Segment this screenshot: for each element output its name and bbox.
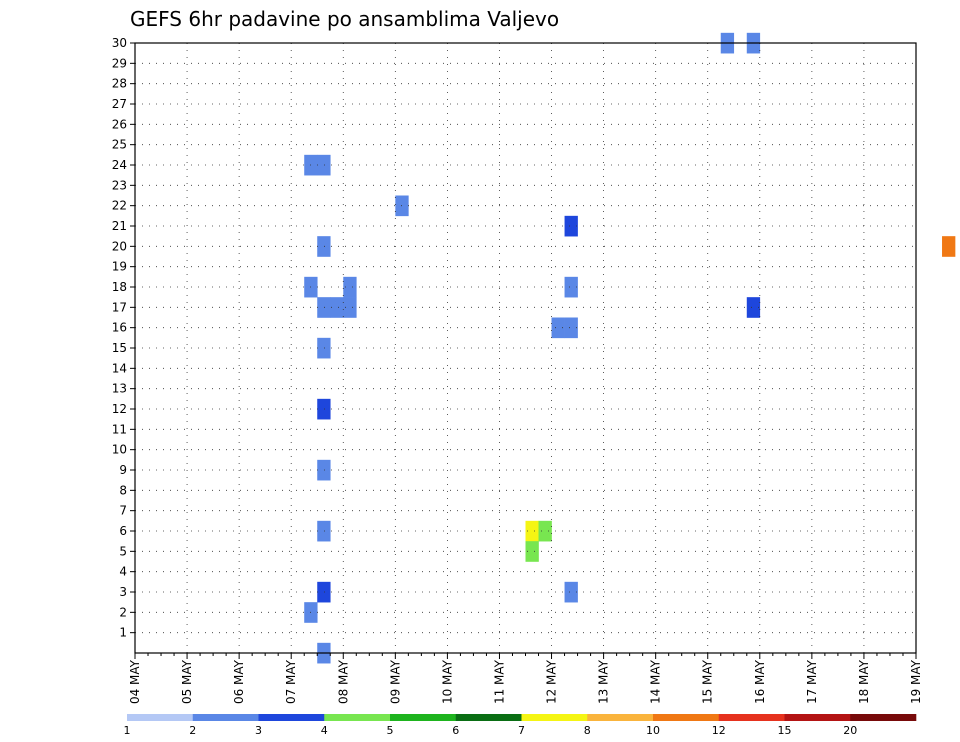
x-tick-label: 16 MAY — [753, 659, 767, 704]
color-legend: 1 2 3 4 5 6 7 8 10 12 15 20 — [124, 714, 917, 737]
y-tick-label: 18 — [112, 280, 127, 294]
heatmap-cell — [317, 520, 331, 542]
legend-swatch — [127, 714, 194, 721]
y-tick-label: 15 — [112, 341, 127, 355]
x-tick-label: 05 MAY — [180, 659, 194, 704]
y-tick-label: 22 — [112, 199, 127, 213]
y-tick-label: 25 — [112, 138, 127, 152]
x-tick-label: 19 MAY — [909, 659, 923, 704]
heatmap-cell — [564, 581, 578, 603]
heatmap-cell — [317, 154, 331, 176]
y-tick-label: 14 — [112, 361, 127, 375]
heatmap-cell — [317, 459, 331, 481]
x-tick-label: 08 MAY — [336, 659, 350, 704]
y-tick-label: 5 — [119, 544, 127, 558]
legend-swatch — [850, 714, 917, 721]
legend-swatch — [521, 714, 588, 721]
heatmap-cell — [317, 398, 331, 420]
x-tick-label: 12 MAY — [545, 659, 559, 704]
y-tick-label: 28 — [112, 77, 127, 91]
y-tick-label: 20 — [112, 239, 127, 253]
legend-label: 15 — [778, 724, 792, 737]
legend-label: 8 — [584, 724, 591, 737]
heatmap-cell — [317, 236, 331, 257]
heatmap-cell — [538, 520, 552, 542]
heatmap-cell — [317, 297, 331, 318]
y-tick-label: 24 — [112, 158, 127, 172]
y-tick-label: 29 — [112, 56, 127, 70]
y-tick-label: 12 — [112, 402, 127, 416]
legend-label: 10 — [646, 724, 660, 737]
y-tick-label: 3 — [119, 585, 127, 599]
heatmap-cell — [942, 236, 956, 257]
legend-swatch — [390, 714, 457, 721]
legend-label: 1 — [124, 724, 131, 737]
legend-label: 6 — [452, 724, 459, 737]
y-tick-label: 26 — [112, 117, 127, 131]
x-tick-label: 06 MAY — [232, 659, 246, 704]
heatmap-cell — [330, 297, 344, 318]
heatmap-cell — [343, 276, 357, 298]
y-tick-label: 1 — [119, 626, 127, 640]
y-tick-label: 30 — [112, 36, 127, 50]
x-tick-label: 10 MAY — [440, 659, 454, 704]
legend-label: 5 — [387, 724, 394, 737]
heatmap-cell — [564, 317, 578, 339]
heatmap-cell — [343, 297, 357, 318]
legend-label: 7 — [518, 724, 525, 737]
x-tick-label: 18 MAY — [857, 659, 871, 704]
y-tick-label: 8 — [119, 483, 127, 497]
legend-swatch — [455, 714, 522, 721]
y-tick-label: 9 — [119, 463, 127, 477]
legend-swatch — [587, 714, 654, 721]
y-tick-label: 10 — [112, 443, 127, 457]
legend-swatch — [653, 714, 720, 721]
x-tick-label: 17 MAY — [805, 659, 819, 704]
legend-swatch — [718, 714, 785, 721]
x-tick-label: 13 MAY — [597, 659, 611, 704]
y-tick-label: 27 — [112, 97, 127, 111]
y-tick-label: 4 — [119, 565, 127, 579]
y-tick-label: 23 — [112, 178, 127, 192]
y-axis-ticks: 1234567891011121314151617181920212223242… — [112, 36, 135, 640]
heatmap-cell — [525, 541, 539, 562]
x-tick-label: 15 MAY — [701, 659, 715, 704]
y-tick-label: 13 — [112, 382, 127, 396]
y-tick-label: 16 — [112, 321, 127, 335]
legend-label: 12 — [712, 724, 726, 737]
x-tick-label: 07 MAY — [284, 659, 298, 704]
legend-swatch — [258, 714, 325, 721]
y-tick-label: 11 — [112, 422, 127, 436]
legend-swatch — [324, 714, 391, 721]
x-tick-label: 09 MAY — [388, 659, 402, 704]
heatmap-cell — [317, 581, 331, 603]
y-tick-label: 7 — [119, 504, 127, 518]
x-tick-label: 04 MAY — [128, 659, 142, 704]
heatmap-cell — [564, 215, 578, 237]
heatmap-cell — [551, 317, 565, 339]
heatmap-cell — [564, 276, 578, 298]
x-axis-ticks: 04 MAY 05 MAY 06 MAY 07 MAY 08 MAY 09 MAY 10 M… — [128, 653, 923, 704]
heatmap-cell — [525, 520, 539, 542]
y-tick-label: 2 — [119, 605, 127, 619]
legend-label: 2 — [189, 724, 196, 737]
chart-title: GEFS 6hr padavine po ansamblima Valjevo — [130, 7, 559, 31]
legend-label: 4 — [321, 724, 328, 737]
heatmap-cell — [746, 297, 761, 318]
legend-label: 20 — [843, 724, 857, 737]
y-tick-label: 19 — [112, 260, 127, 274]
y-tick-label: 6 — [119, 524, 127, 538]
y-tick-label: 21 — [112, 219, 127, 233]
x-tick-label: 14 MAY — [649, 659, 663, 704]
legend-swatch — [784, 714, 851, 721]
x-tick-label: 11 MAY — [492, 659, 506, 704]
legend-label: 3 — [255, 724, 262, 737]
y-tick-label: 17 — [112, 300, 127, 314]
heatmap-cell — [317, 337, 331, 359]
legend-swatch — [192, 714, 259, 721]
